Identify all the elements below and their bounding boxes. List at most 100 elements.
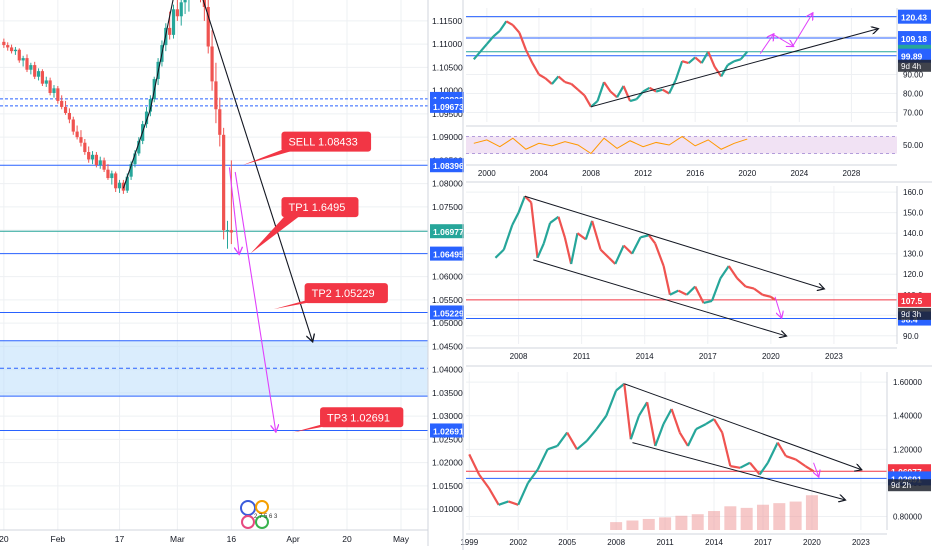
y-tick-label: 80.00: [903, 90, 924, 99]
price-segment: [557, 216, 566, 238]
price-segment: [654, 243, 665, 267]
price-segment: [646, 402, 657, 447]
price-segment: [758, 462, 769, 476]
callout-pointer: [242, 147, 304, 166]
price-segment: [694, 286, 705, 304]
price-label-box: [430, 305, 464, 320]
x-tick-label: 2008: [607, 538, 625, 547]
candle-body: [83, 142, 87, 153]
price-segment: [753, 287, 764, 296]
price-segment: [655, 88, 663, 93]
logo-ring: [241, 515, 255, 529]
y-tick-label: 1.60000: [893, 378, 922, 387]
candle-body: [214, 81, 218, 110]
price-segment: [642, 86, 651, 93]
volume-bar: [708, 511, 721, 530]
price-segment: [542, 222, 552, 244]
candle-body: [106, 169, 110, 179]
projection-arrow: [814, 462, 819, 476]
x-tick-label: 2023: [825, 352, 843, 361]
candle-body: [36, 71, 41, 77]
price-segment: [719, 265, 730, 279]
price-segment: [616, 85, 625, 98]
price-segment: [609, 90, 618, 99]
candle-body: [218, 109, 222, 135]
price-segment: [662, 88, 670, 95]
projection-arrow: [774, 296, 781, 318]
price-segment: [517, 195, 526, 214]
y-tick-label: 1.03000: [432, 411, 463, 421]
candle-body: [179, 2, 183, 17]
price-segment: [556, 431, 569, 447]
volume-bar: [642, 518, 655, 530]
price-label-box: [898, 9, 931, 24]
price-label-box: [430, 98, 464, 113]
x-tick-label: 2024: [790, 169, 808, 178]
candle-body: [56, 88, 60, 101]
price-segment: [629, 415, 641, 440]
price-segment: [794, 458, 807, 468]
candle-body: [129, 164, 133, 177]
price-segment: [531, 62, 540, 76]
projection-arrow: [773, 34, 793, 46]
price-segment: [566, 431, 578, 450]
projection-arrow: [228, 167, 239, 253]
y-tick-label: 70.00: [903, 109, 924, 118]
y-tick-label: 90.0: [903, 332, 919, 341]
candle-body: [44, 80, 48, 84]
price-segment: [623, 383, 632, 440]
price-segment: [695, 423, 707, 431]
logo: 2 7 5 6 3: [240, 500, 278, 529]
price-label-box: [898, 31, 931, 46]
price-segment: [749, 462, 761, 476]
price-segment: [670, 408, 681, 433]
callout-text: SELL 1.08433: [288, 137, 357, 149]
callout-pointer: [250, 213, 304, 254]
candle-body: [9, 47, 14, 52]
candle-body: [137, 140, 141, 154]
y-tick-label: 1.01500: [432, 481, 463, 491]
callout-text: TP3 1.02691: [327, 412, 390, 424]
price-segment: [591, 220, 602, 250]
candle-body: [225, 230, 230, 232]
logo-ring: [240, 500, 256, 516]
logo-text: 2 7 5 6 3: [254, 514, 278, 520]
price-segment: [518, 32, 527, 51]
price-segment: [648, 234, 657, 245]
volume-bar: [740, 507, 753, 530]
price-segment: [721, 432, 732, 467]
price-segment: [502, 224, 514, 250]
rsi-pane: 50.00: [466, 125, 924, 155]
price-segment: [622, 244, 633, 255]
price-segment: [730, 465, 741, 469]
x-tick-label: 2011: [573, 352, 591, 361]
candle-body: [60, 100, 64, 107]
price-segment: [713, 66, 723, 78]
callout-box: [304, 283, 388, 304]
volume-bar: [610, 522, 623, 530]
y-tick-label: 1.09500: [432, 109, 463, 119]
y-tick-label: 90.00: [903, 71, 924, 80]
candle-body: [79, 137, 83, 143]
candle-body: [110, 173, 114, 179]
price-segment: [590, 100, 599, 108]
callout-text: TP2 1.05229: [312, 288, 375, 300]
volume-bar: [805, 495, 818, 530]
candle-body: [125, 176, 129, 191]
price-segment: [570, 232, 579, 265]
projection-arrow: [792, 14, 813, 47]
price-label: 1.06495: [433, 250, 464, 260]
candle-body: [71, 119, 75, 132]
price-segment: [605, 390, 618, 417]
mid_right-chart: 90.0100.0110.0120.0130.0140.0150.0160.01…: [466, 186, 931, 361]
price-segment: [739, 461, 751, 469]
countdown-label: 9d 4h: [901, 62, 921, 71]
price-segment: [678, 431, 689, 447]
price-segment: [536, 448, 549, 470]
trendline: [533, 259, 785, 336]
price-segment: [538, 73, 546, 80]
x-tick-label: 2014: [636, 352, 654, 361]
price-segment: [727, 60, 735, 66]
volume-bar: [675, 515, 688, 530]
x-tick-label: Feb: [51, 534, 66, 544]
